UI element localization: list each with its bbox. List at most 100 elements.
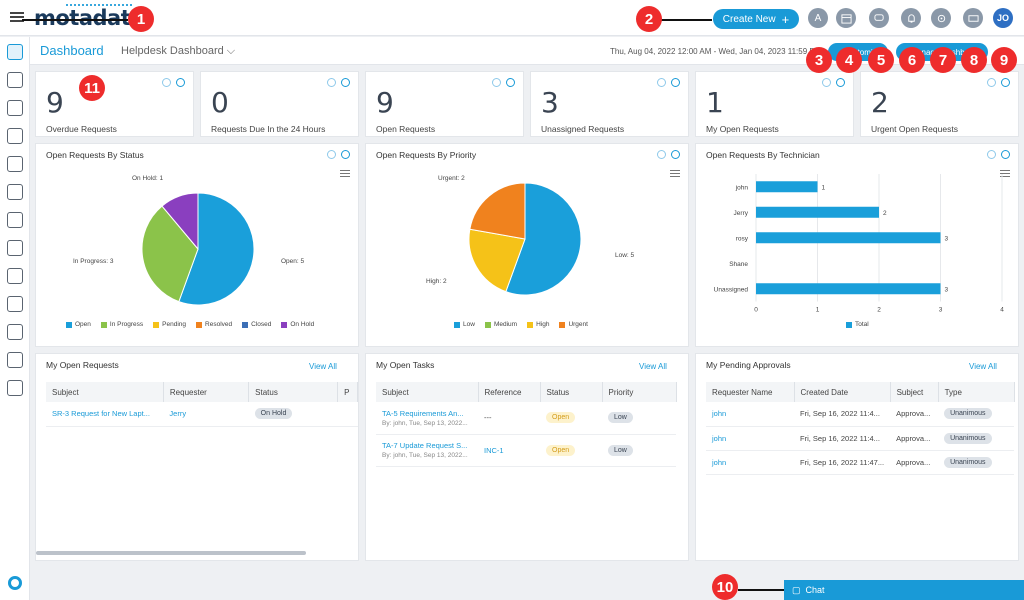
chat-button[interactable]: ▢ Chat [784, 580, 1024, 600]
info-icon[interactable] [1001, 150, 1010, 159]
pie-slice-in-progress[interactable] [141, 205, 199, 303]
shield-nav-icon[interactable] [7, 212, 23, 228]
chart-menu-icon[interactable] [670, 168, 680, 179]
view-all-link[interactable]: View All [969, 362, 997, 371]
view-all-link[interactable]: View All [309, 362, 337, 371]
requests-nav-icon[interactable] [7, 72, 23, 88]
column-header[interactable]: Reference [478, 382, 541, 402]
table-row[interactable]: TA-5 Requirements An... By: john, Tue, Se… [376, 402, 676, 435]
bar-jerry[interactable] [756, 206, 879, 218]
column-header[interactable]: Subject [376, 382, 479, 402]
info-icon[interactable] [176, 78, 185, 87]
keyboard-icon[interactable] [963, 8, 983, 28]
chat-bubbles-icon[interactable] [869, 8, 889, 28]
info-icon[interactable] [1001, 78, 1010, 87]
requester-link[interactable]: Jerry [163, 402, 249, 427]
legend-item-in-progress[interactable]: In Progress [100, 321, 143, 328]
column-header[interactable]: Priority [602, 382, 677, 402]
pie-slice-on-hold[interactable] [161, 192, 199, 251]
stat-card-open[interactable]: 9 Open Requests [365, 71, 524, 137]
app-logo[interactable]: motadata [34, 4, 144, 30]
info-icon[interactable] [506, 78, 515, 87]
quick-access-a-icon[interactable]: A [808, 8, 828, 28]
dashboard-selector[interactable]: Helpdesk Dashboard ⌵ [121, 45, 236, 57]
refresh-icon[interactable] [657, 78, 666, 87]
refresh-icon[interactable] [987, 78, 996, 87]
info-icon[interactable] [341, 78, 350, 87]
stat-card-due-24h[interactable]: 0 Requests Due In the 24 Hours [200, 71, 359, 137]
pie-slice-urgent[interactable] [469, 182, 526, 240]
column-header[interactable]: Requester [163, 382, 250, 402]
date-range[interactable]: Thu, Aug 04, 2022 12:00 AM - Wed, Jan 04… [610, 47, 822, 56]
column-header[interactable]: Created Date [794, 382, 891, 402]
legend-item-total[interactable]: Total [846, 321, 869, 328]
table-row[interactable]: john Fri, Sep 16, 2022 11:4... Approva..… [706, 426, 1015, 451]
table-row[interactable]: john Fri, Sep 16, 2022 11:47... Approva.… [706, 450, 1015, 475]
report-nav-icon[interactable] [7, 324, 23, 340]
legend-item-high[interactable]: High [527, 321, 549, 328]
bar-unassigned[interactable] [756, 283, 941, 295]
lightbulb-nav-icon[interactable] [7, 296, 23, 312]
legend-item-pending[interactable]: Pending [153, 321, 186, 328]
info-icon[interactable] [671, 78, 680, 87]
gear-icon[interactable] [931, 8, 951, 28]
column-header[interactable]: Status [248, 382, 339, 402]
motadata-logo-icon[interactable] [8, 576, 22, 590]
pie-slice-high[interactable] [468, 228, 526, 293]
user-check-nav-icon[interactable] [7, 352, 23, 368]
pie-slice-open[interactable] [178, 192, 255, 306]
refresh-icon[interactable] [657, 150, 666, 159]
workflow-nav-icon[interactable] [7, 268, 23, 284]
legend-item-medium[interactable]: Medium [484, 321, 517, 328]
bell-icon[interactable] [901, 8, 921, 28]
info-icon[interactable] [836, 78, 845, 87]
legend-item-resolved[interactable]: Resolved [196, 321, 232, 328]
view-all-link[interactable]: View All [639, 362, 667, 371]
package-nav-icon[interactable] [7, 240, 23, 256]
users-nav-icon[interactable] [7, 100, 23, 116]
column-header[interactable]: Status [540, 382, 603, 402]
table-row[interactable]: SR-3 Request for New Lapt... Jerry On Ho… [46, 402, 358, 427]
column-header[interactable]: Type [938, 382, 1015, 402]
task-list-nav-icon[interactable] [7, 380, 23, 396]
table-row[interactable]: TA-7 Update Request S... By: john, Tue, S… [376, 434, 676, 467]
column-header[interactable]: Subject [46, 382, 164, 402]
column-header[interactable]: Subject [890, 382, 939, 402]
stat-card-urgent[interactable]: 2 Urgent Open Requests [860, 71, 1019, 137]
reference-link[interactable]: INC-1 [478, 434, 540, 467]
legend-item-low[interactable]: Low [454, 321, 475, 328]
refresh-icon[interactable] [327, 150, 336, 159]
column-header[interactable]: P [337, 382, 358, 402]
create-new-button[interactable]: Create New + [713, 9, 799, 29]
legend-item-closed[interactable]: Closed [242, 321, 271, 328]
refresh-icon[interactable] [822, 78, 831, 87]
refresh-icon[interactable] [492, 78, 501, 87]
user-avatar[interactable]: JO [993, 8, 1013, 28]
stat-card-overdue[interactable]: 9 Overdue Requests [35, 71, 194, 137]
assets-nav-icon[interactable] [7, 156, 23, 172]
calendar-icon[interactable] [836, 8, 856, 28]
task-subject-link[interactable]: TA-5 Requirements An... [382, 408, 464, 418]
chart-menu-icon[interactable] [340, 168, 350, 179]
stat-card-unassigned[interactable]: 3 Unassigned Requests [530, 71, 689, 137]
table-row[interactable]: john Fri, Sep 16, 2022 11:4... Approva..… [706, 402, 1015, 427]
laptop-nav-icon[interactable] [7, 184, 23, 200]
stat-card-my-open[interactable]: 1 My Open Requests [695, 71, 854, 137]
bar-rosy[interactable] [756, 232, 941, 244]
requester-link[interactable]: john [706, 450, 794, 475]
legend-item-open[interactable]: Open [66, 321, 91, 328]
horizontal-scrollbar[interactable] [36, 551, 306, 555]
refresh-icon[interactable] [327, 78, 336, 87]
column-header[interactable]: Requester Name [706, 382, 795, 402]
info-icon[interactable] [341, 150, 350, 159]
refresh-icon[interactable] [987, 150, 996, 159]
bar-john[interactable] [756, 181, 818, 193]
hamburger-menu-icon[interactable] [10, 10, 24, 24]
task-subject-link[interactable]: TA-7 Update Request S... [382, 441, 468, 450]
pie-slice-low[interactable] [505, 182, 582, 296]
requester-link[interactable]: john [706, 426, 794, 451]
chart-menu-icon[interactable] [1000, 168, 1010, 179]
legend-item-on-hold[interactable]: On Hold [281, 321, 314, 328]
refresh-icon[interactable] [162, 78, 171, 87]
legend-item-urgent[interactable]: Urgent [559, 321, 588, 328]
